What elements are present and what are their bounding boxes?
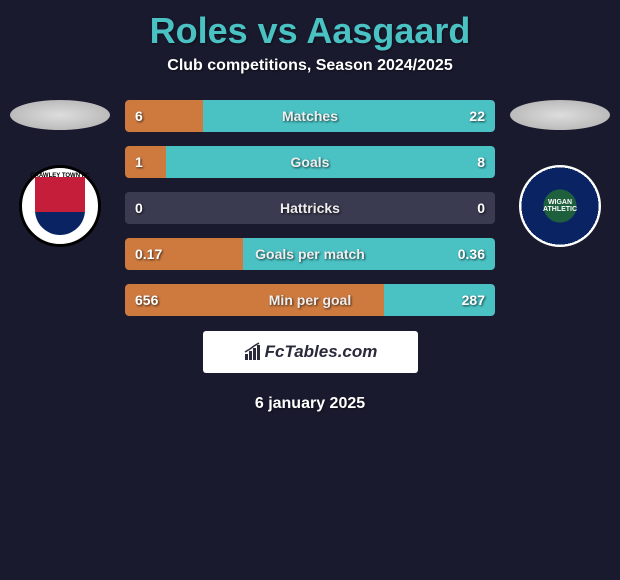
chart-icon <box>243 342 263 362</box>
stat-row-hattricks: 0 Hattricks 0 <box>125 192 495 224</box>
stat-row-matches: 6 Matches 22 <box>125 100 495 132</box>
stat-row-goals: 1 Goals 8 <box>125 146 495 178</box>
stat-label: Goals per match <box>255 246 365 262</box>
club-badge-right-label: WIGANATHLETIC <box>543 199 577 213</box>
stat-label: Goals <box>291 154 330 170</box>
page-title: Roles vs Aasgaard <box>0 0 620 57</box>
club-badge-right: WIGANATHLETIC <box>519 165 601 247</box>
stat-label: Min per goal <box>269 292 351 308</box>
stat-value-right: 0 <box>477 200 485 216</box>
date-label: 6 january 2025 <box>0 373 620 413</box>
stat-label: Hattricks <box>280 200 340 216</box>
content-row: CRAWLEY TOWN FC 6 Matches 22 1 Goals 8 0 <box>0 100 620 316</box>
stat-value-left: 0.17 <box>135 246 162 262</box>
stat-value-right: 8 <box>477 154 485 170</box>
player-right-silhouette <box>510 100 610 130</box>
club-badge-left: CRAWLEY TOWN FC <box>19 165 101 247</box>
stat-value-left: 6 <box>135 108 143 124</box>
branding-box[interactable]: FcTables.com <box>203 331 418 373</box>
stat-fill-left <box>125 146 166 178</box>
stat-row-gpm: 0.17 Goals per match 0.36 <box>125 238 495 270</box>
stat-value-right: 0.36 <box>458 246 485 262</box>
stat-value-left: 656 <box>135 292 158 308</box>
stat-value-left: 0 <box>135 200 143 216</box>
stat-value-left: 1 <box>135 154 143 170</box>
player-left-silhouette <box>10 100 110 130</box>
stat-row-mpg: 656 Min per goal 287 <box>125 284 495 316</box>
player-right-column: WIGANATHLETIC <box>505 100 615 247</box>
comparison-widget: Roles vs Aasgaard Club competitions, Sea… <box>0 0 620 413</box>
stat-value-right: 22 <box>469 108 485 124</box>
subtitle: Club competitions, Season 2024/2025 <box>0 57 620 100</box>
stat-label: Matches <box>282 108 338 124</box>
stats-column: 6 Matches 22 1 Goals 8 0 Hattricks 0 0.1… <box>125 100 495 316</box>
stat-fill-right <box>203 100 495 132</box>
player-left-column: CRAWLEY TOWN FC <box>5 100 115 247</box>
stat-fill-right <box>166 146 495 178</box>
stat-value-right: 287 <box>462 292 485 308</box>
branding-text: FcTables.com <box>265 342 378 362</box>
